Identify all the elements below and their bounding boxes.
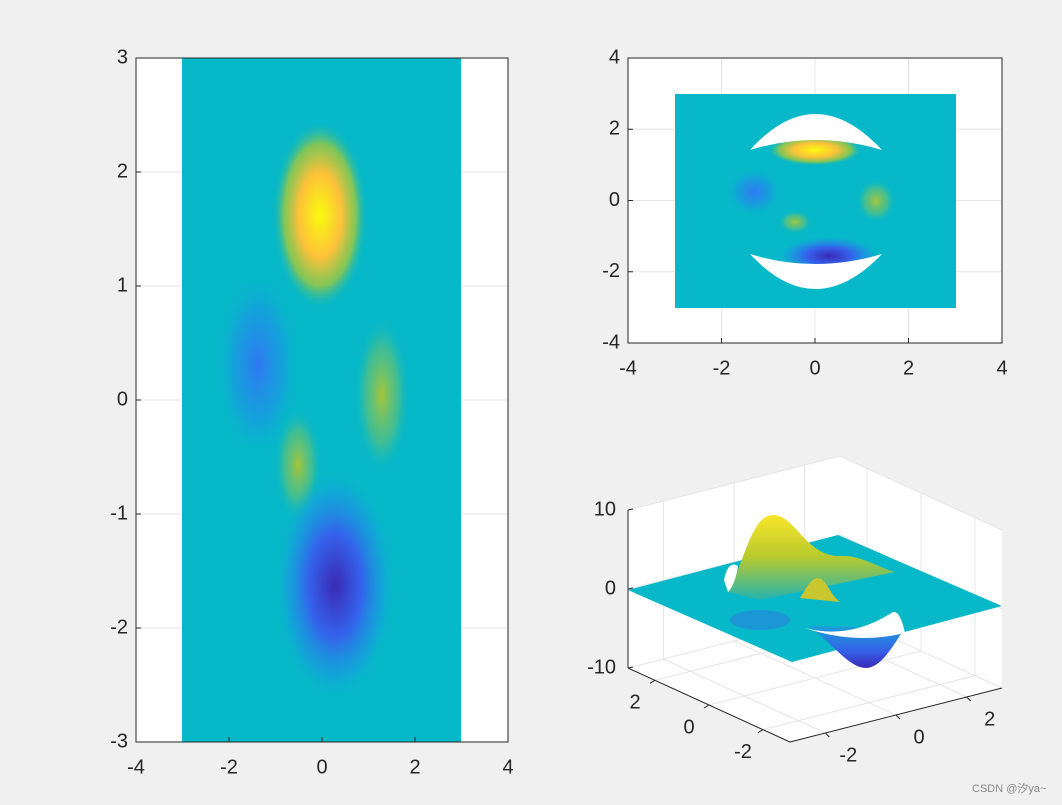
y-tick-label: -2	[734, 741, 752, 763]
x-tick-label: 4	[996, 357, 1007, 379]
y-tick-label: 2	[629, 692, 640, 714]
x-tick-label: 2	[903, 357, 914, 379]
grid-line	[839, 455, 1003, 531]
y-tick-label: 0	[683, 716, 694, 738]
x-tick-label: -4	[619, 357, 637, 379]
x-tick-label: 2	[409, 756, 420, 778]
grid-line	[762, 675, 976, 731]
y-tick-label: 0	[117, 388, 128, 410]
tick-mark	[966, 696, 972, 702]
x-tick-label: 0	[316, 756, 327, 778]
x-tick-label: -2	[839, 744, 857, 766]
y-tick-label: 1	[117, 274, 128, 296]
axes: -4 -2 0 2 4 -4 -2 0 2 4	[602, 46, 1007, 379]
y-tick-label: -1	[110, 502, 128, 524]
y-tick-label: -3	[110, 730, 128, 752]
axis-line	[627, 667, 791, 743]
grid-line	[627, 455, 841, 511]
surface-image	[628, 515, 1002, 668]
surface-image	[182, 58, 461, 742]
axes-box	[135, 57, 509, 743]
z-tick-label: -10	[587, 656, 616, 678]
axes: -2 0 2 -2 0 2 -10 0 10	[587, 498, 1003, 766]
y-tick-label: 3	[117, 46, 128, 68]
z-tick-label: 0	[605, 577, 616, 599]
axes: -4 -2 0 2 4 -3 -2 -1 0 1 2 3	[110, 46, 513, 778]
tick-mark	[649, 679, 656, 684]
y-tick-label: 2	[609, 118, 620, 140]
y-tick-label: 0	[609, 189, 620, 211]
y-tick-label: -2	[602, 260, 620, 282]
grid-line	[708, 650, 922, 706]
axes-box	[627, 57, 1003, 344]
tick-mark	[824, 732, 830, 738]
x-tick-label: 2	[984, 708, 995, 730]
tick-mark	[895, 714, 901, 720]
y-tick-label: 2	[117, 160, 128, 182]
y-tick-label: 4	[609, 46, 620, 68]
x-tick-label: 0	[809, 357, 820, 379]
x-tick-label: -2	[220, 756, 238, 778]
x-tick-label: 4	[502, 756, 513, 778]
tick-mark	[757, 729, 764, 734]
axis-line	[789, 687, 1003, 743]
y-tick-label: -2	[110, 616, 128, 638]
x-tick-label: -2	[713, 357, 731, 379]
tick-mark	[627, 587, 634, 590]
watermark: CSDN @汐ya~	[972, 781, 1046, 795]
x-tick-label: -4	[127, 756, 145, 778]
x-tick-label: 0	[913, 726, 924, 748]
y-tick-label: -4	[602, 331, 620, 353]
tick-mark	[627, 508, 634, 511]
surface-image	[675, 94, 956, 308]
z-tick-label: 10	[594, 498, 616, 520]
tick-mark	[703, 704, 710, 709]
